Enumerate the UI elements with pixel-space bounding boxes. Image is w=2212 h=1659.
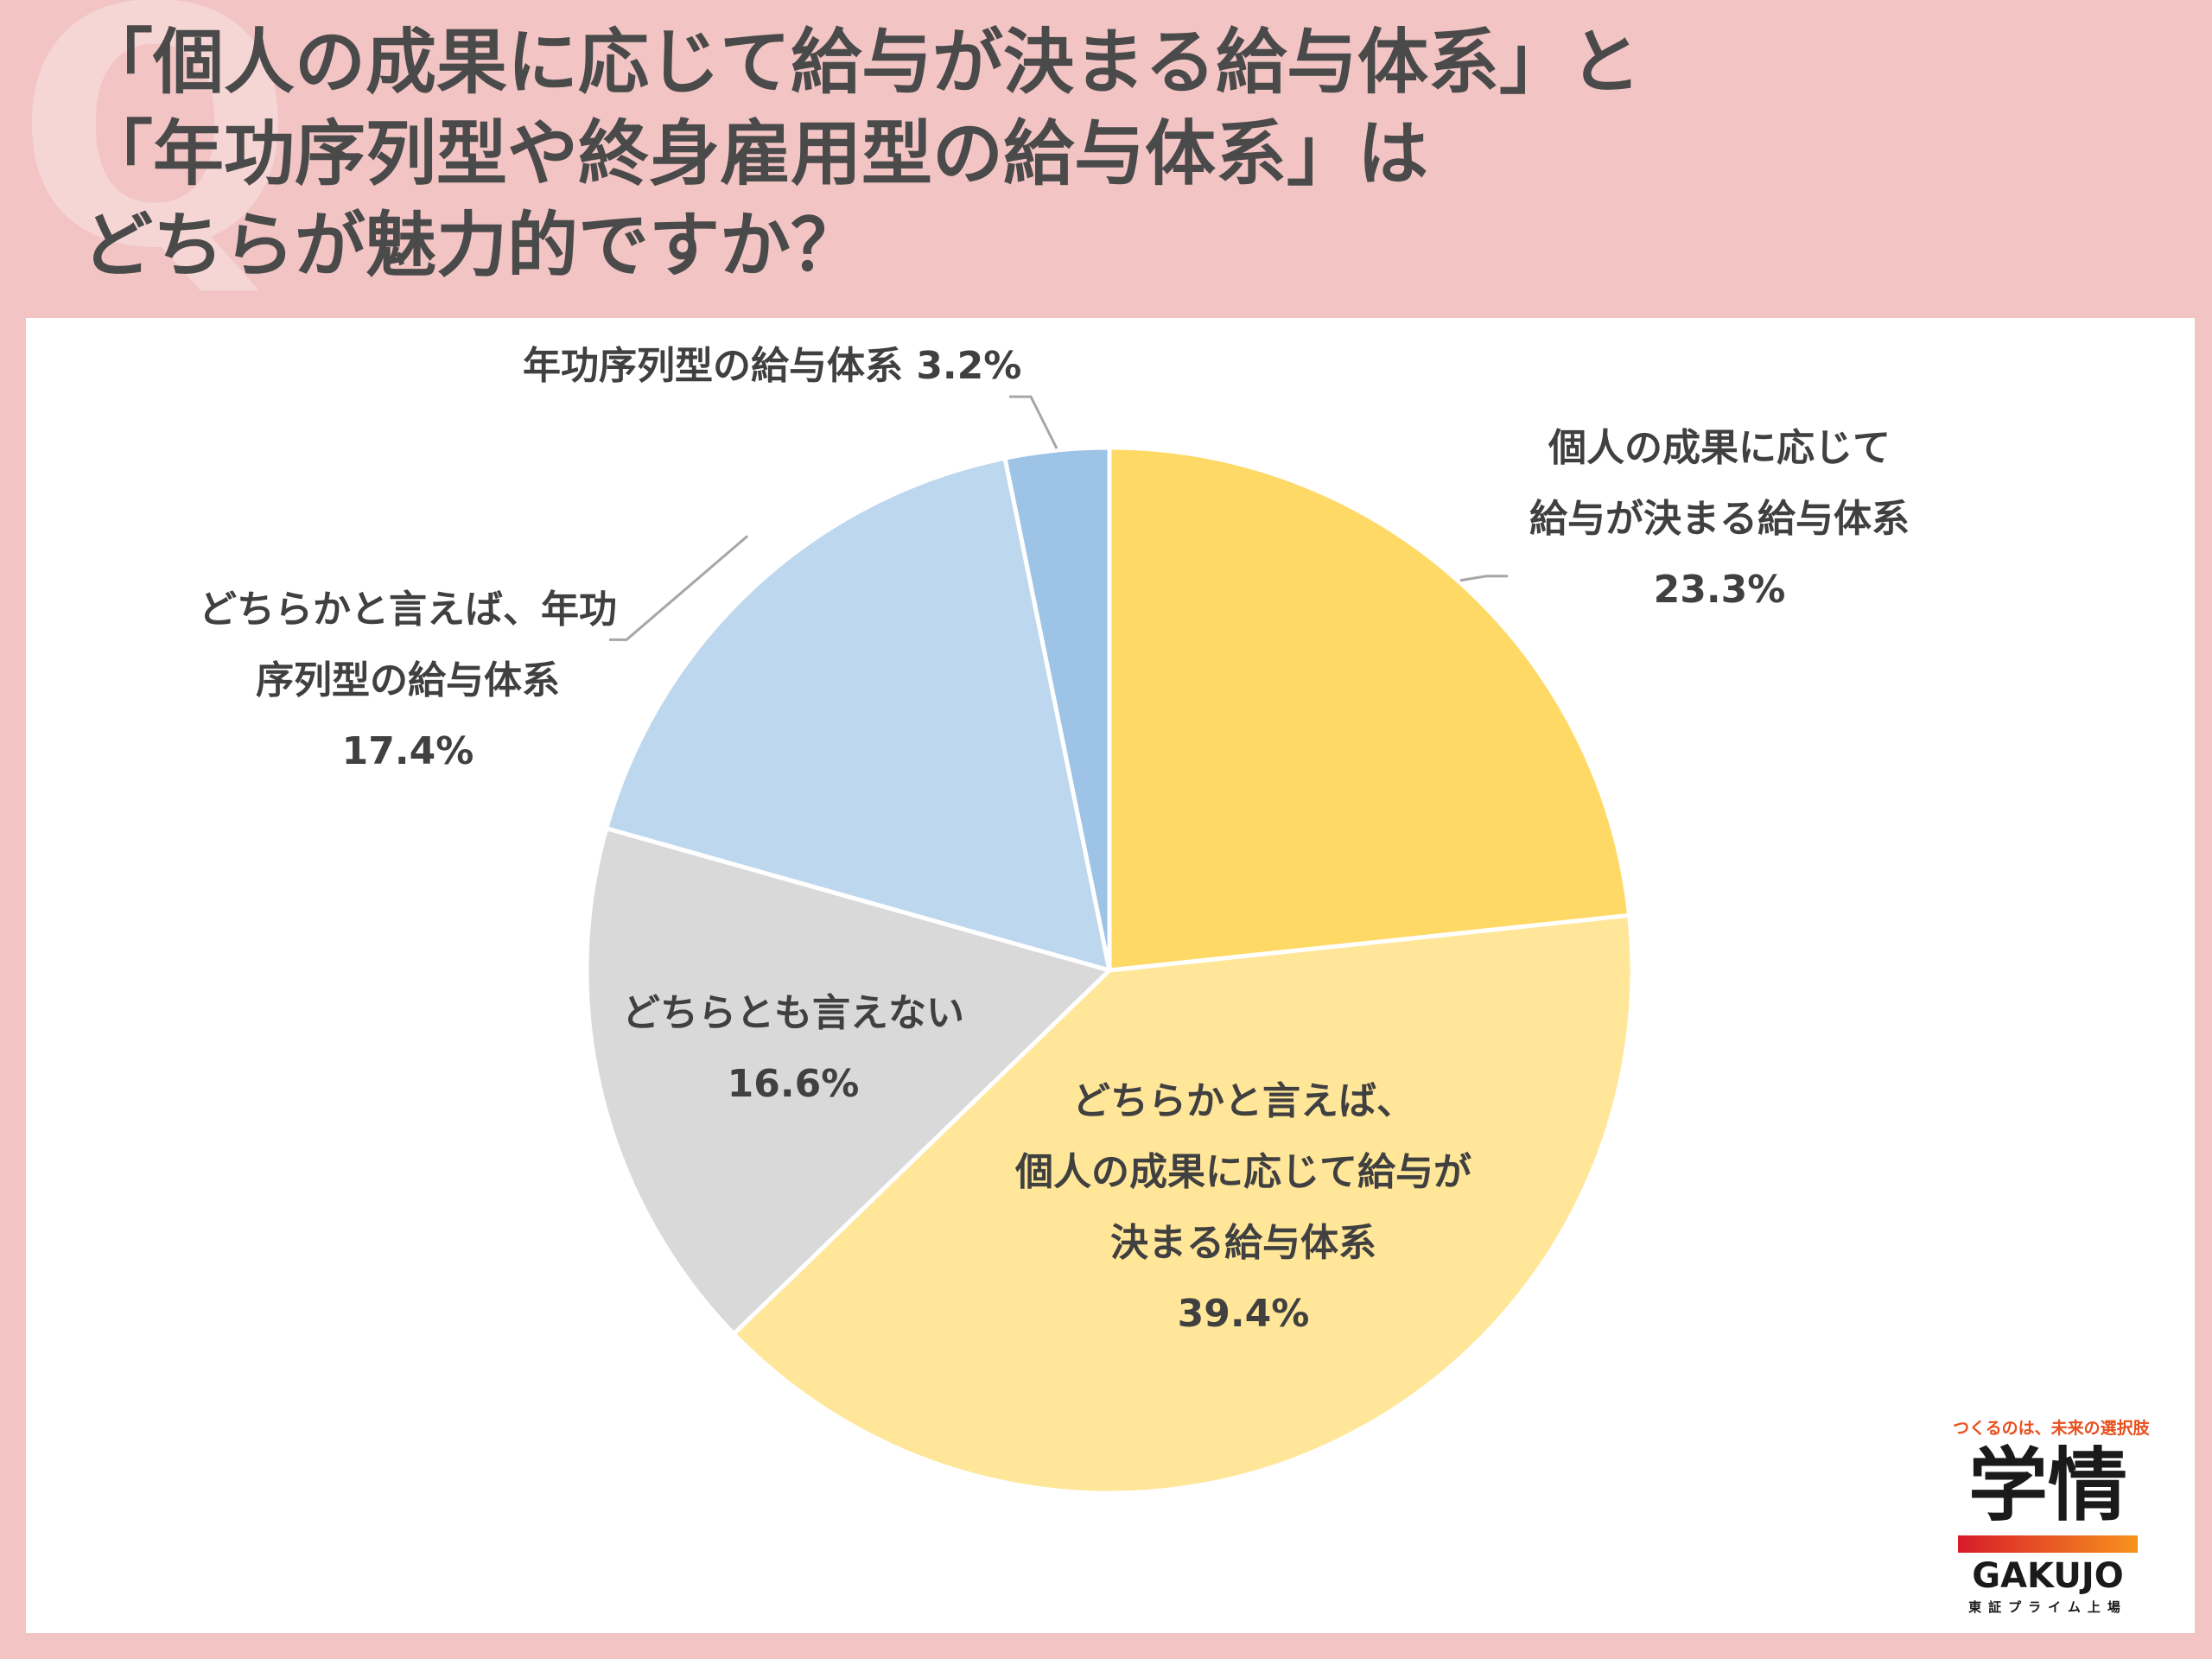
title-line-2: 「年功序列型や終身雇用型の給与体系」は (82, 113, 1429, 195)
title-line-1: 「個人の成果に応じて給与が決まる給与体系」と (82, 22, 1642, 104)
page-title: 「個人の成果に応じて給与が決まる給与体系」と 「年功序列型や終身雇用型の給与体系… (82, 17, 1641, 292)
slice-label-neither: どちらとも言えない 16.6% (622, 991, 964, 1106)
pie-slice-neither (584, 826, 1112, 1337)
logo-name-en: GAKUJO (1972, 1556, 2124, 1596)
pie-slice-seniority (1002, 445, 1112, 973)
chart-card: 個人の成果に応じて 給与が決まる給与体系 23.3% どちらかと言えば、 個人の… (26, 318, 2195, 1633)
pie-slice-leaning-performance (731, 912, 1635, 1496)
pie-chart (584, 395, 1635, 1496)
slice-label-seniority: 年功序列型の給与体系 3.2% (523, 344, 1022, 388)
question-mark: Q (16, 0, 296, 321)
pie-slice-leaning-seniority (604, 455, 1112, 973)
title-line-3: どちらが魅力的ですか？ (82, 205, 862, 287)
logo-bar (1958, 1535, 2138, 1553)
pie-slice-performance (1107, 445, 1632, 973)
leader-line-performance (1459, 575, 1509, 582)
slice-label-leaning-performance: どちらかと言えば、 個人の成果に応じて給与が 決まる給与体系 39.4% (1015, 1079, 1471, 1336)
slice-label-leaning-seniority: どちらかと言えば、年功 序列型の給与体系 17.4% (199, 588, 617, 773)
logo-tagline: つくるのは、未来の選択肢 (1953, 1419, 2150, 1438)
leader-line-leaning-seniority (609, 535, 749, 641)
gakujo-logo: つくるのは、未来の選択肢 学情 GAKUJO 東証プライム上場 (1953, 1415, 2150, 1616)
logo-sub: 東証プライム上場 (1968, 1599, 2127, 1615)
leader-line-seniority (1009, 395, 1058, 449)
logo-name-jp: 学情 (1967, 1440, 2127, 1532)
slice-label-performance: 個人の成果に応じて 給与が決まる給与体系 23.3% (1529, 426, 1910, 612)
